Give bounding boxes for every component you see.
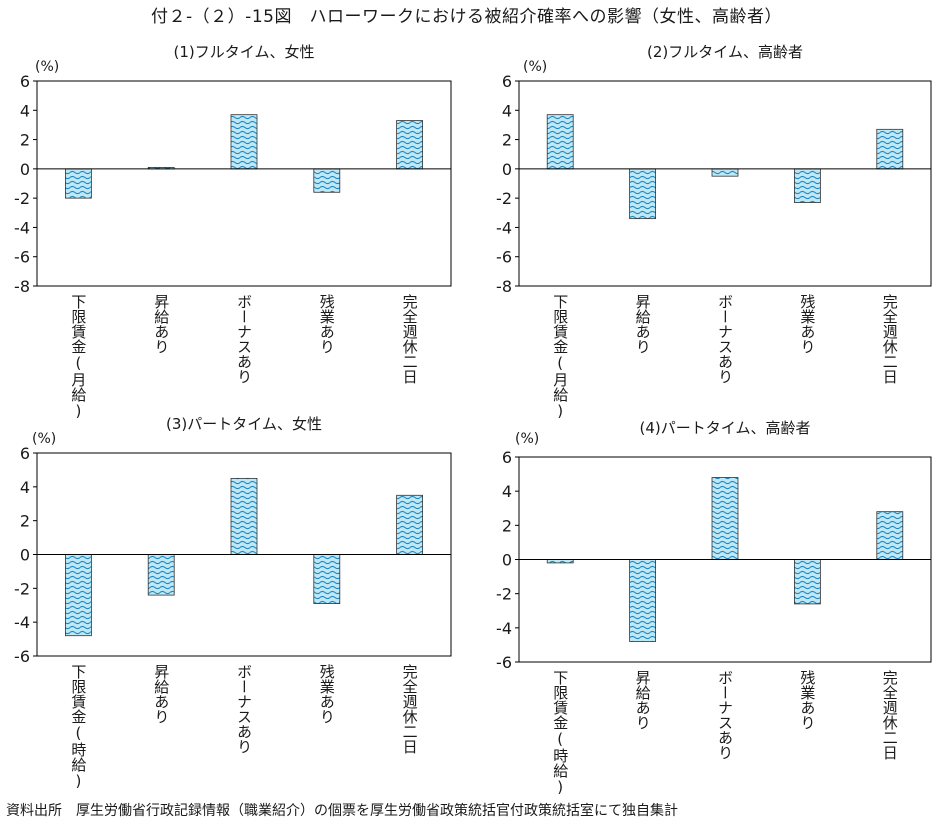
bar [546, 114, 574, 170]
y-tick-label: 6 [502, 72, 512, 91]
x-category-label: 昇給あり [152, 664, 170, 724]
y-tick-label: -4 [496, 218, 512, 237]
y-tick-label: -2 [496, 585, 512, 604]
figure-title: 付２-（２）-15図 ハローワークにおける被紹介確率への影響（女性、高齢者） [151, 7, 782, 27]
y-tick-label: 2 [20, 512, 30, 531]
bar [396, 494, 424, 555]
x-category-label: ボーナスあり [235, 294, 253, 384]
y-tick-label: 2 [502, 516, 512, 535]
x-category-label: ボーナスあり [716, 294, 734, 384]
y-tick-label: -2 [14, 189, 30, 208]
x-category-label: 下限賃金(時給) [69, 664, 87, 790]
y-tick-label: -4 [14, 218, 30, 237]
bar [629, 559, 656, 642]
y-tick-label: -4 [496, 619, 512, 638]
bar [711, 477, 739, 560]
chart-panel-4: (4)パートタイム、高齢者 (%)6 4 2 0 -2 -4 -6 下限賃金(時給) 昇給あり ボー… [496, 419, 932, 796]
chart-title: (3)パートタイム、女性 [166, 415, 322, 433]
y-axis-label: (%) [515, 431, 539, 447]
y-tick-label: 0 [502, 551, 512, 570]
x-category-label: 残業あり [318, 294, 336, 354]
y-axis-label: (%) [35, 59, 59, 75]
y-tick-label: -6 [496, 248, 512, 267]
y-tick-label: -6 [14, 647, 30, 666]
y-axis-label: (%) [523, 59, 547, 75]
y-tick-label: -4 [14, 613, 30, 632]
x-category-label: 昇給あり [634, 294, 652, 354]
chart-panel-2: (2)フルタイム、高齢者 (%) 6 4 2 0 -2 -4 -6 -8 下限賃金(月給) 昇給あり ボ… [496, 43, 932, 420]
y-tick-label: 4 [502, 101, 512, 120]
bar [147, 554, 175, 596]
chart-panel-1: (1)フルタイム、女性 (%) 6 4 2 0 -2 -4 -6 -8 下限賃金(月給) 昇給あり ボー… [14, 43, 452, 420]
y-tick-label: 0 [20, 546, 30, 565]
y-tick-label: 4 [502, 482, 512, 501]
y-tick-label: 0 [502, 160, 512, 179]
x-category-label: 昇給あり [152, 294, 170, 354]
y-axis-label: (%) [32, 431, 56, 447]
bar [230, 114, 258, 170]
chart-title: (2)フルタイム、高齢者 [647, 43, 803, 61]
x-category-label: 完全週休二日 [881, 294, 899, 384]
x-category-label: 残業あり [798, 670, 816, 730]
y-tick-label: 4 [20, 101, 30, 120]
x-category-label: ボーナスあり [716, 670, 734, 760]
bar [65, 168, 92, 199]
x-category-label: 完全週休二日 [881, 670, 899, 760]
bar [629, 168, 656, 220]
y-tick-label: 4 [20, 478, 30, 497]
y-tick-label: -2 [14, 579, 30, 598]
bar [313, 554, 341, 604]
y-tick-label: -6 [14, 248, 30, 267]
bar [546, 559, 574, 564]
x-category-label: 昇給あり [634, 670, 652, 730]
x-category-label: 下限賃金(時給) [551, 670, 569, 796]
plot-frame [36, 80, 452, 287]
bar [794, 168, 821, 203]
y-tick-label: 2 [502, 131, 512, 150]
y-tick-label: -6 [496, 653, 512, 672]
x-category-label: 残業あり [798, 294, 816, 354]
chart-title: (1)フルタイム、女性 [174, 43, 315, 61]
x-category-label: ボーナスあり [235, 664, 253, 754]
bar [230, 477, 258, 555]
bar [396, 120, 424, 170]
bar [794, 559, 821, 605]
y-tick-label: 6 [20, 72, 30, 91]
y-tick-label: 2 [20, 131, 30, 150]
x-category-label: 完全週休二日 [401, 294, 419, 384]
y-tick-label: 6 [502, 448, 512, 467]
y-tick-label: -8 [496, 277, 512, 296]
bar [711, 168, 739, 177]
x-category-label: 下限賃金(月給) [69, 294, 87, 420]
x-category-label: 完全週休二日 [401, 664, 419, 754]
bar [65, 554, 92, 637]
bar [876, 511, 904, 560]
chart-title: (4)パートタイム、高齢者 [640, 419, 811, 437]
y-tick-label: -8 [14, 277, 30, 296]
y-tick-label: 0 [20, 160, 30, 179]
chart-panel-3: (3)パートタイム、女性 (%)6 4 2 0 -2 -4 -6 下限賃金(時給) 昇給あり ボーナ… [14, 415, 452, 790]
plot-frame [518, 80, 932, 287]
bar [313, 168, 341, 193]
y-tick-label: -2 [496, 189, 512, 208]
x-category-label: 下限賃金(月給) [551, 294, 569, 420]
bar [876, 128, 904, 170]
y-tick-label: 6 [20, 444, 30, 463]
x-category-label: 残業あり [318, 664, 336, 724]
figure-source: 資料出所 厚生労働省行政記録情報（職業紹介）の個票を厚生労働省政策統括官付政策統… [6, 803, 678, 819]
